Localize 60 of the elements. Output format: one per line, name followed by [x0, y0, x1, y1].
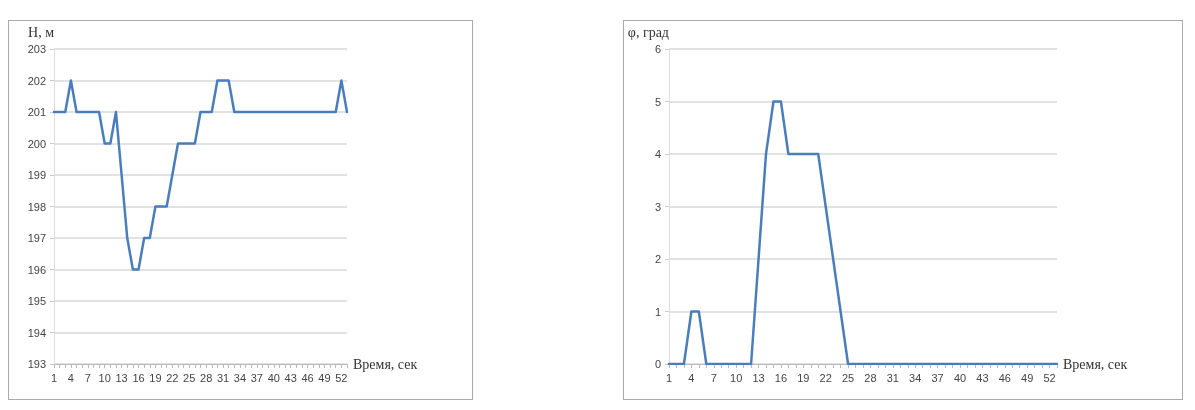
y-tick-label: 3	[654, 200, 661, 213]
x-tick-label: 22	[166, 371, 179, 384]
y-tick-label: 200	[27, 137, 46, 150]
x-tick-label: 19	[149, 371, 162, 384]
x-tick-label: 43	[976, 371, 989, 384]
x-tick-label: 16	[132, 371, 145, 384]
x-tick-label: 52	[335, 371, 348, 384]
x-tick-label: 37	[250, 371, 263, 384]
x-axis-title: Время, сек	[353, 356, 418, 372]
x-tick-label: 49	[1021, 371, 1034, 384]
y-tick-label: 4	[654, 148, 661, 160]
x-tick-label: 40	[267, 371, 280, 384]
x-tick-label: 1	[50, 371, 58, 384]
x-tick-label: 4	[688, 371, 695, 384]
x-tick-label: 4	[67, 371, 74, 384]
x-tick-label: 13	[752, 371, 765, 384]
x-tick-label: 25	[841, 371, 855, 384]
y-tick-label: 202	[27, 74, 46, 87]
x-axis-title: Время, сек	[1063, 356, 1128, 372]
y-tick-label: 193	[27, 358, 46, 370]
x-tick-label: 37	[931, 371, 944, 384]
y-tick-label: 198	[27, 200, 46, 213]
x-tick-label: 28	[864, 371, 877, 384]
y-tick-label: 2	[654, 253, 661, 265]
x-tick-label: 16	[774, 371, 788, 384]
x-tick-label: 40	[953, 371, 967, 384]
x-tick-label: 31	[886, 371, 899, 384]
x-tick-label: 22	[819, 371, 832, 384]
y-axis-title: φ, град	[627, 24, 669, 40]
x-tick-label: 13	[115, 371, 128, 384]
x-tick-label: 10	[730, 371, 743, 384]
x-tick-label: 46	[998, 371, 1011, 384]
x-tick-label: 19	[797, 371, 810, 384]
y-tick-label: 6	[654, 43, 661, 55]
y-tick-label: 0	[654, 358, 661, 370]
y-tick-label: 5	[654, 95, 661, 108]
x-tick-label: 25	[183, 371, 196, 384]
y-tick-label: 1	[654, 305, 661, 318]
x-tick-label: 49	[318, 371, 331, 384]
y-axis-title: H, м	[28, 24, 55, 40]
x-tick-label: 1	[665, 371, 673, 384]
x-tick-label: 7	[84, 371, 91, 384]
x-tick-label: 34	[233, 371, 247, 384]
y-tick-label: 196	[27, 263, 46, 276]
x-tick-label: 46	[301, 371, 314, 384]
y-tick-label: 195	[27, 295, 46, 307]
line-series	[667, 100, 1059, 366]
x-tick-label: 10	[98, 371, 111, 384]
x-tick-label: 52	[1043, 371, 1056, 384]
line-series	[52, 79, 349, 271]
y-tick-label: 199	[27, 169, 46, 181]
y-tick-label: 194	[27, 326, 46, 339]
x-tick-label: 34	[909, 371, 922, 384]
y-tick-label: 201	[27, 106, 46, 118]
y-tick-label: 197	[27, 232, 46, 244]
x-tick-label: 31	[216, 371, 230, 384]
x-tick-label: 28	[200, 371, 213, 384]
y-tick-label: 203	[27, 43, 46, 55]
x-tick-label: 7	[710, 371, 717, 384]
x-tick-label: 43	[284, 371, 297, 384]
